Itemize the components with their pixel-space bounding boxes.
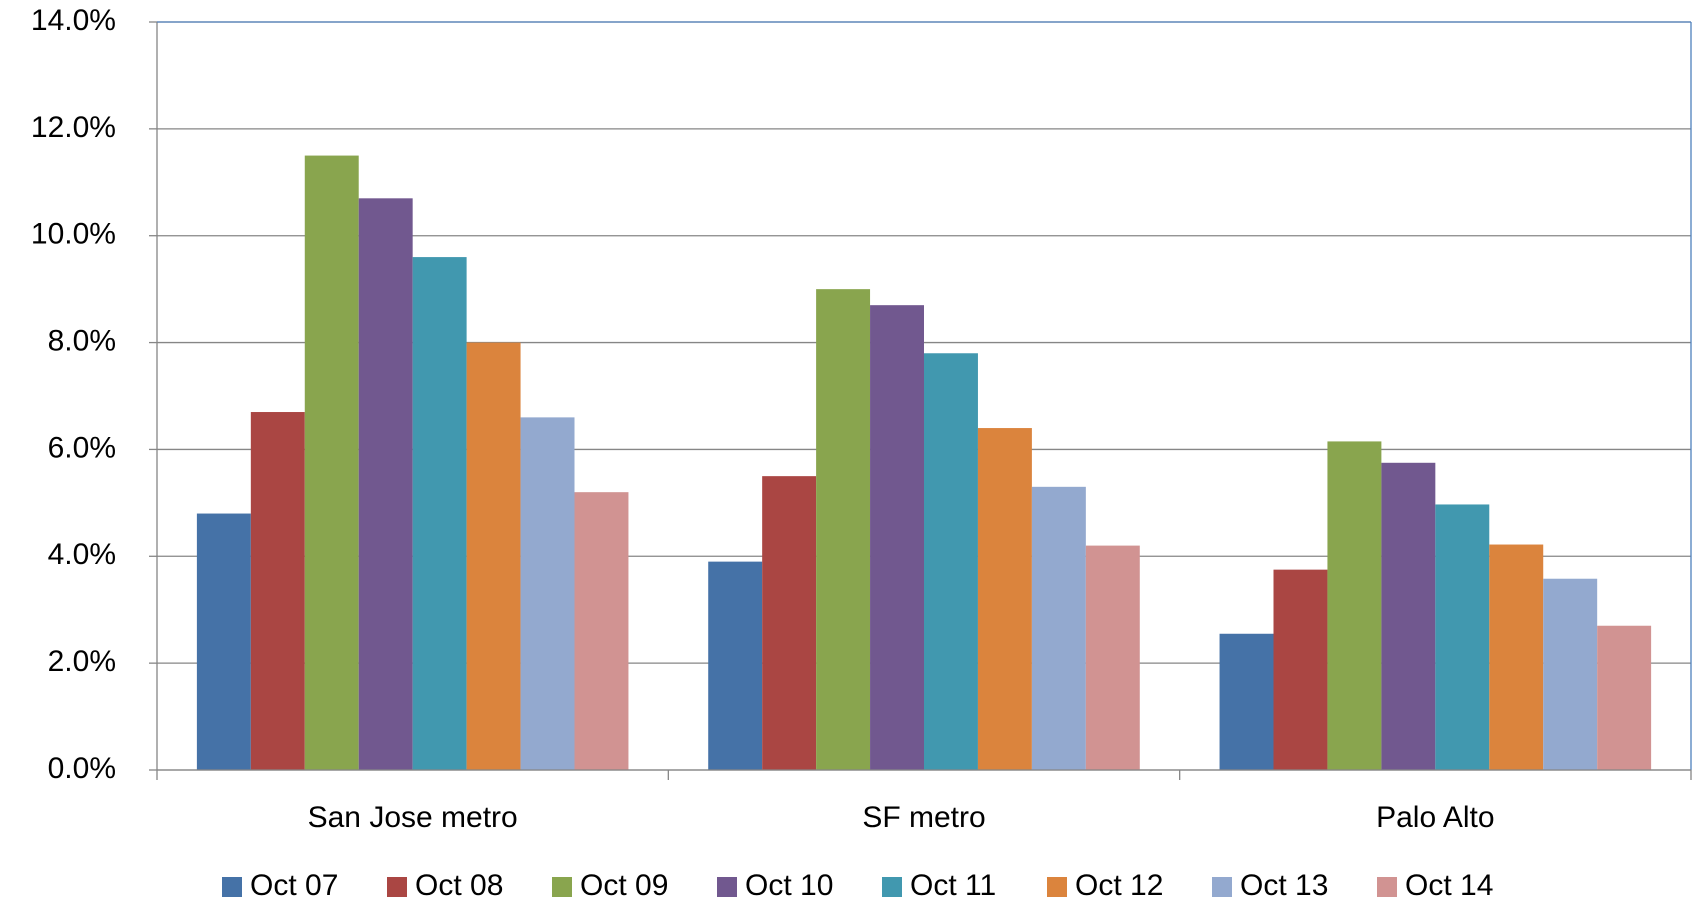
y-tick-label: 0.0% [48,752,116,785]
bar [358,198,413,771]
bar [1085,545,1140,770]
bar [1381,462,1436,770]
bar [1597,625,1652,770]
y-tick-label: 10.0% [31,218,116,251]
bar [1219,633,1274,770]
legend-label: Oct 13 [1240,869,1328,902]
x-tick-label: San Jose metro [308,801,518,834]
legend-label: Oct 10 [745,869,833,902]
y-tick-label: 6.0% [48,431,116,464]
bar [1435,504,1490,770]
y-tick-label: 4.0% [48,538,116,571]
y-tick-label: 2.0% [48,645,116,678]
x-tick-label: Palo Alto [1376,801,1494,834]
bar [520,417,575,770]
bar [924,353,978,770]
legend-label: Oct 07 [250,869,338,902]
bar [574,492,629,770]
legend-label: Oct 14 [1405,869,1493,902]
y-tick-label: 8.0% [48,324,116,357]
bar [1327,441,1382,770]
bar [1031,486,1086,770]
bar [870,305,924,770]
bar [304,155,359,771]
legend-swatch [717,877,737,897]
legend-label: Oct 09 [580,869,668,902]
bar [1489,544,1544,770]
legend-swatch [1212,877,1232,897]
bar [1543,578,1598,770]
bar [412,257,467,771]
legend-swatch [1047,877,1067,897]
bar [977,428,1032,770]
legend-swatch [552,877,572,897]
bar [708,561,763,770]
legend-swatch [882,877,902,897]
legend-label: Oct 08 [415,869,503,902]
legend-label: Oct 11 [910,869,996,902]
bar [1273,569,1328,770]
legend-swatch [1377,877,1397,897]
bar [196,513,251,770]
legend-swatch [387,877,407,897]
y-tick-label: 12.0% [31,111,116,144]
legend-label: Oct 12 [1075,869,1163,902]
bar [466,342,521,770]
bar [762,476,817,770]
bar [250,412,305,770]
y-tick-label: 14.0% [31,4,116,37]
legend-swatch [222,877,242,897]
x-tick-label: SF metro [862,801,985,834]
bar [816,289,871,770]
